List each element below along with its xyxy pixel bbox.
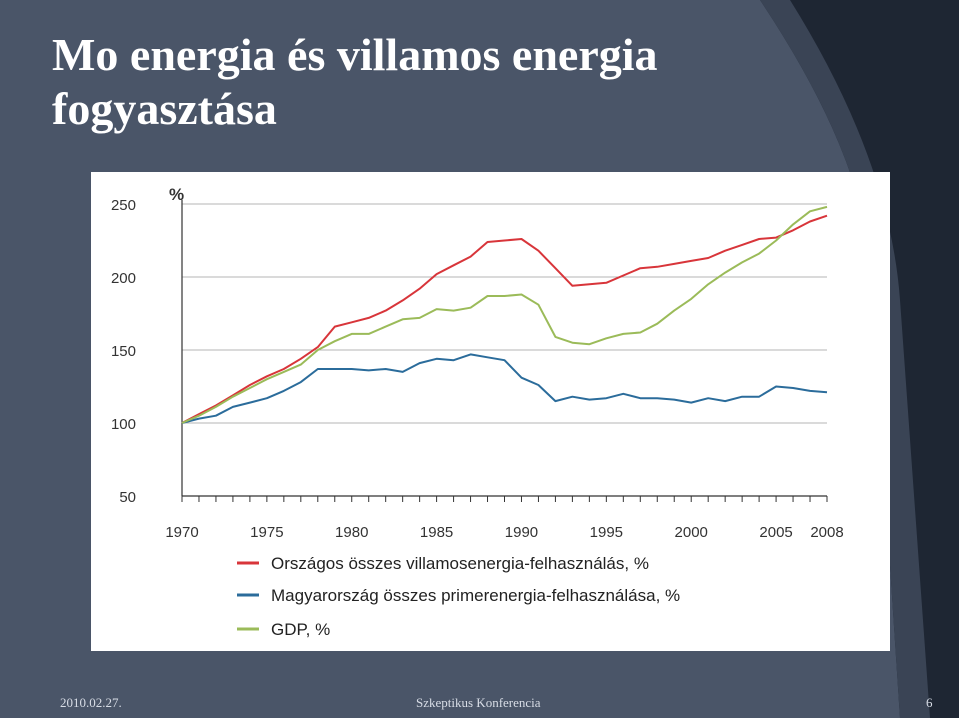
footer-date: 2010.02.27. (60, 695, 122, 710)
series-line-1 (181, 214, 828, 424)
x-tick-label-1985: 1985 (420, 524, 453, 541)
grid-lines (182, 203, 827, 424)
x-tick-label-1990: 1990 (505, 524, 538, 541)
x-tick-label-2000: 2000 (675, 524, 708, 541)
x-tick-labels: 1970 1975 1980 1985 1990 1995 2000 2005 2008 (165, 524, 843, 541)
slide-title: Mo energia és villamos energia fogyasztá… (52, 29, 658, 134)
x-tick-label-1980: 1980 (335, 524, 368, 541)
y-tick-label-250: 250 (111, 197, 136, 214)
legend: Országos összes villamosenergia-felhaszn… (237, 554, 680, 639)
chart-panel: % 250 200 150 100 50 1970 1975 1980 1985 1990 199… (91, 172, 890, 651)
slate-shape-accent (760, 0, 930, 718)
line-chart: % 250 200 150 100 50 1970 1975 1980 1985 1990 199… (111, 185, 844, 639)
series-line-2 (181, 353, 828, 424)
axes (181, 200, 828, 502)
legend-label-3: GDP, % (271, 620, 330, 639)
series-line-3 (181, 205, 828, 424)
y-tick-label-200: 200 (111, 270, 136, 287)
y-tick-label-50: 50 (119, 489, 136, 506)
x-tick-label-1995: 1995 (590, 524, 623, 541)
footer-page-number: 6 (926, 695, 933, 710)
data-series (181, 205, 828, 424)
x-tick-label-1975: 1975 (250, 524, 283, 541)
x-tick-label-2008: 2008 (810, 524, 843, 541)
footer-presentation-name: Szkeptikus Konferencia (416, 695, 541, 710)
y-tick-label-150: 150 (111, 343, 136, 360)
y-tick-label-100: 100 (111, 416, 136, 433)
legend-label-1: Országos összes villamosenergia-felhaszn… (271, 554, 649, 573)
x-tick-label-2005: 2005 (759, 524, 792, 541)
legend-label-2: Magyarország összes primerenergia-felhas… (271, 586, 680, 605)
y-axis-unit-label: % (169, 185, 184, 204)
x-tick-label-1970: 1970 (165, 524, 198, 541)
y-tick-labels: 250 200 150 100 50 (111, 197, 136, 506)
